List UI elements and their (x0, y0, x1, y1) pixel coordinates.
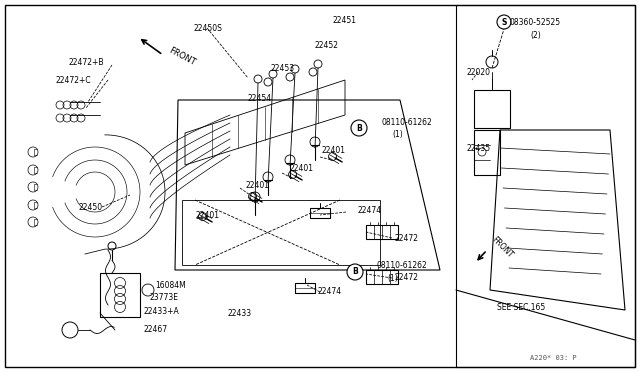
Text: 22474: 22474 (358, 205, 382, 215)
Bar (100, 273, 140, 317)
Text: 22401: 22401 (322, 145, 346, 154)
Bar (295, 283, 315, 293)
Text: 23773E: 23773E (150, 292, 179, 301)
Text: FRONT: FRONT (490, 235, 515, 259)
Text: 16084M: 16084M (155, 280, 186, 289)
Text: (1): (1) (392, 129, 403, 138)
Text: 22472+C: 22472+C (55, 76, 91, 84)
Text: B: B (356, 124, 362, 132)
Text: 22472: 22472 (395, 234, 419, 243)
Text: 22435: 22435 (467, 144, 491, 153)
Text: 22472+B: 22472+B (68, 58, 104, 67)
Text: SEE SEC.165: SEE SEC.165 (497, 304, 545, 312)
Text: S: S (501, 17, 507, 26)
Text: 22454: 22454 (248, 93, 272, 103)
Text: 22467: 22467 (144, 326, 168, 334)
Text: B: B (352, 267, 358, 276)
Text: 22401: 22401 (195, 211, 219, 219)
Text: 22472: 22472 (395, 273, 419, 282)
Text: A220* 03: P: A220* 03: P (530, 355, 577, 361)
Text: 22453: 22453 (271, 64, 295, 73)
Text: 08360-52525: 08360-52525 (510, 17, 561, 26)
Text: (1): (1) (387, 273, 397, 282)
Bar (366, 225, 398, 239)
Text: 22401: 22401 (290, 164, 314, 173)
Text: 22450S: 22450S (193, 23, 222, 32)
Bar (366, 270, 398, 284)
Bar (310, 208, 330, 218)
Text: 08110-61262: 08110-61262 (382, 118, 433, 126)
Text: FRONT: FRONT (167, 46, 196, 68)
Text: 22433: 22433 (228, 310, 252, 318)
Circle shape (347, 264, 363, 280)
Text: 22433+A: 22433+A (144, 307, 180, 315)
Text: 08110-61262: 08110-61262 (377, 262, 428, 270)
Text: 22020: 22020 (467, 67, 491, 77)
Text: 22474: 22474 (318, 288, 342, 296)
Text: 22401: 22401 (245, 180, 269, 189)
Text: 22450: 22450 (78, 202, 102, 212)
Text: (2): (2) (530, 31, 541, 39)
Text: 22452: 22452 (315, 41, 339, 49)
Text: 22451: 22451 (333, 16, 357, 25)
Circle shape (351, 120, 367, 136)
